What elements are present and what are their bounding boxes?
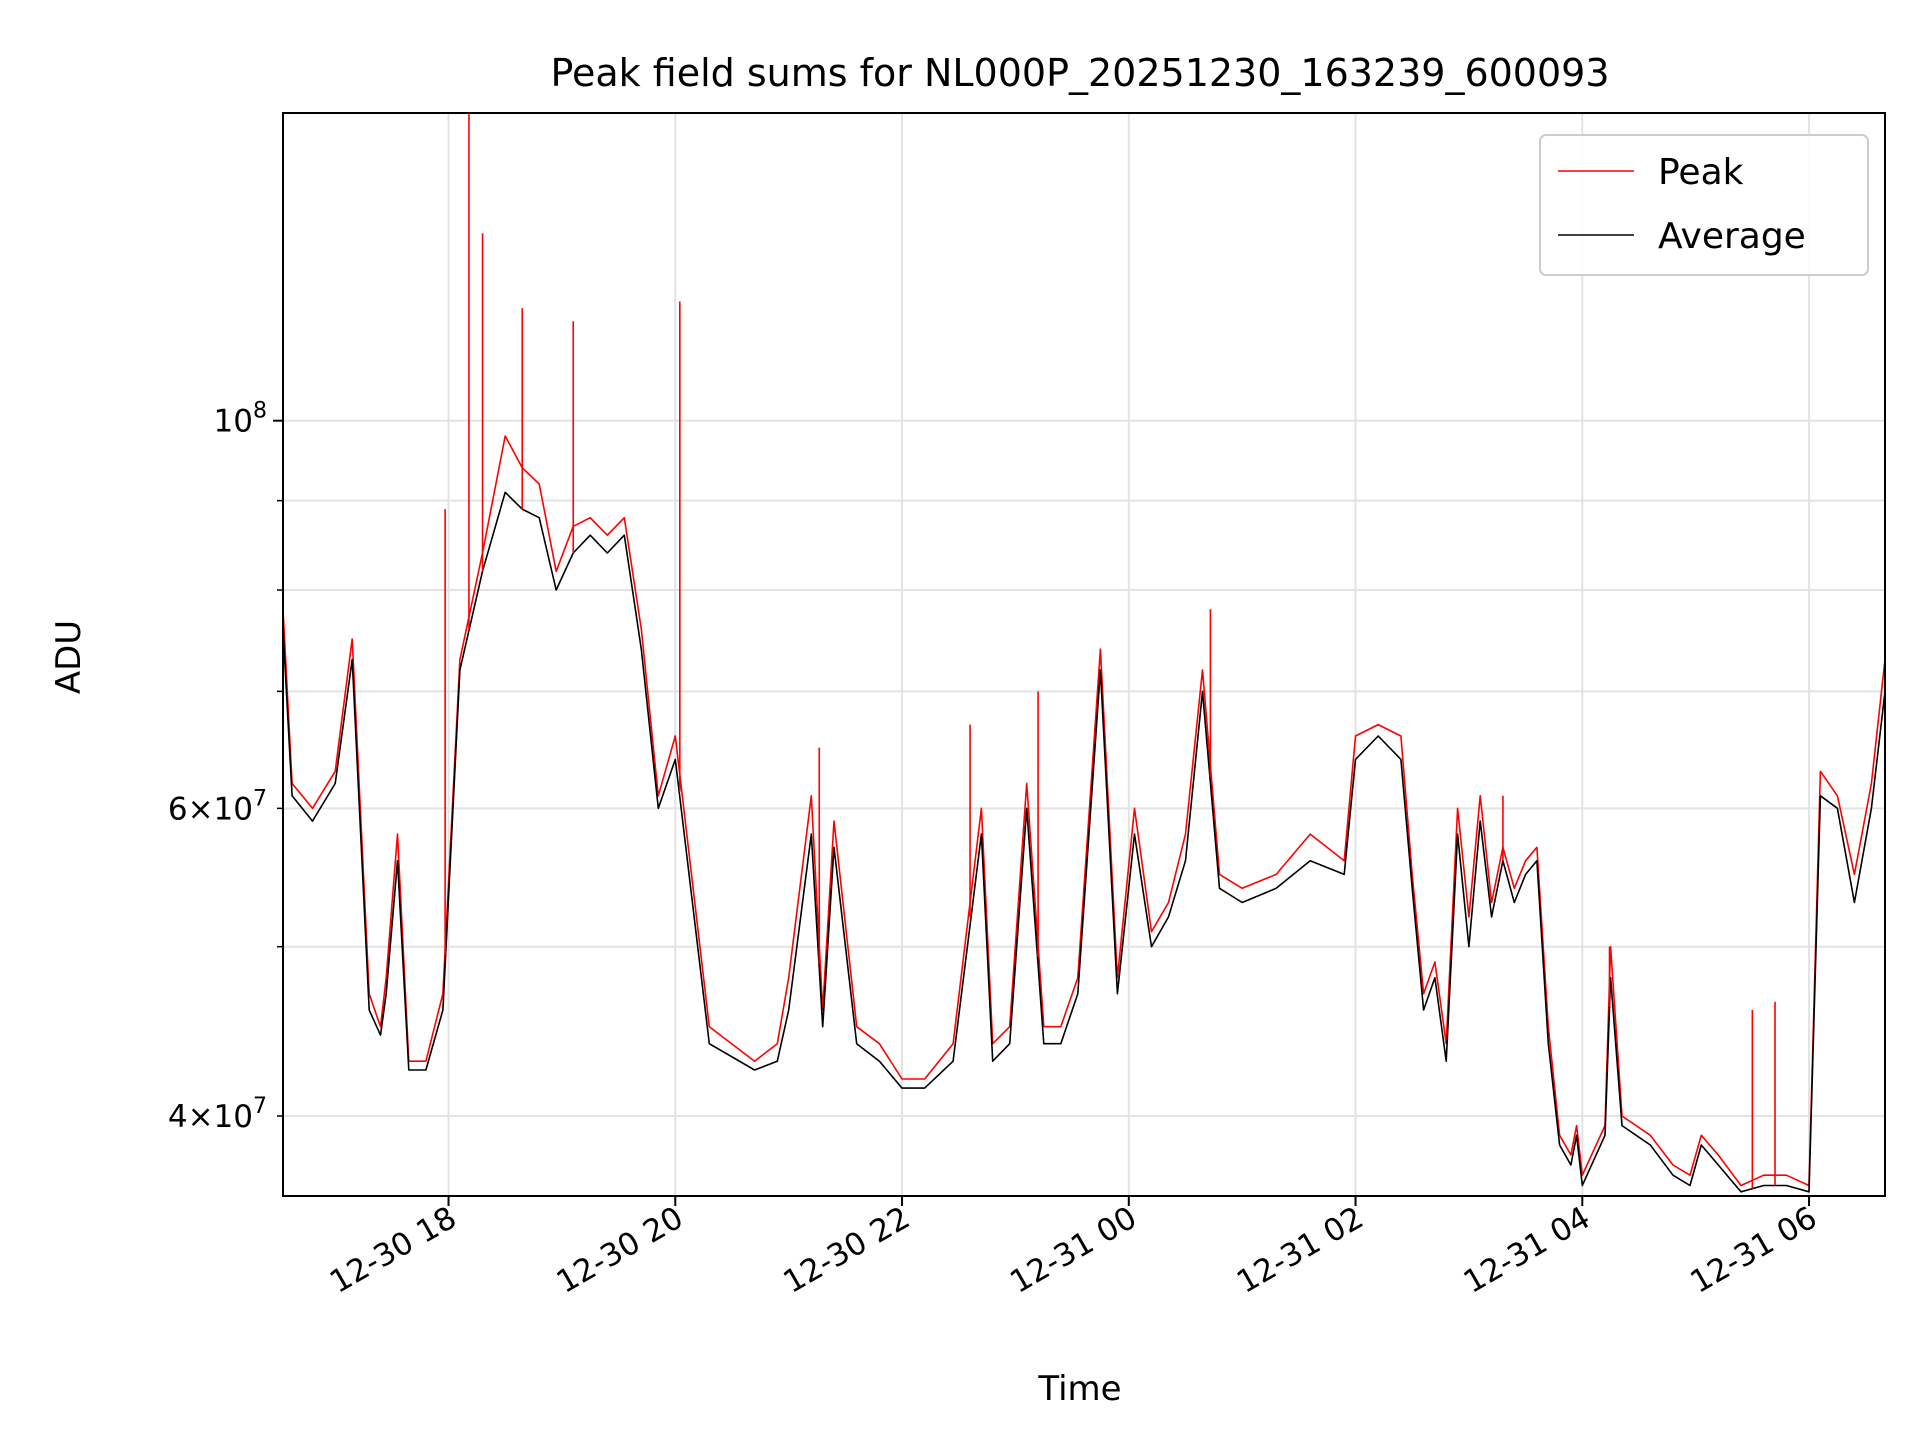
legend: Peak Average	[1539, 134, 1869, 276]
x-tick-label: 12-30 22	[777, 1200, 916, 1301]
x-tick-label: 12-31 06	[1684, 1200, 1823, 1301]
x-tick-label: 12-30 18	[324, 1200, 463, 1301]
legend-label-average: Average	[1658, 216, 1806, 257]
series-line-peak	[283, 435, 1885, 1187]
grid-layer	[283, 113, 1885, 1196]
x-tick-label: 12-31 00	[1004, 1200, 1143, 1301]
axes-layer: 12-30 18 12-30 20 12-30 22 12-31 00 12-31 02…	[168, 112, 1886, 1301]
y-axis-label: ADU	[49, 620, 89, 694]
plot-frame	[282, 112, 1886, 1197]
chart-title: Peak field sums for NL000P_20251230_1632…	[550, 51, 1609, 95]
y-tick-label: 4×107	[168, 1094, 267, 1135]
x-tick-label: 12-31 02	[1231, 1200, 1370, 1301]
legend-label-peak: Peak	[1658, 152, 1744, 193]
x-tick-label: 12-31 04	[1458, 1200, 1597, 1301]
series-line-average	[283, 491, 1885, 1193]
y-tick-label: 108	[214, 399, 267, 440]
legend-box	[1539, 134, 1869, 276]
x-tick-label: 12-30 20	[551, 1200, 690, 1301]
y-tick-label: 6×107	[168, 786, 267, 827]
series-layer	[283, 113, 1885, 1193]
x-axis-label: Time	[1037, 1369, 1121, 1409]
